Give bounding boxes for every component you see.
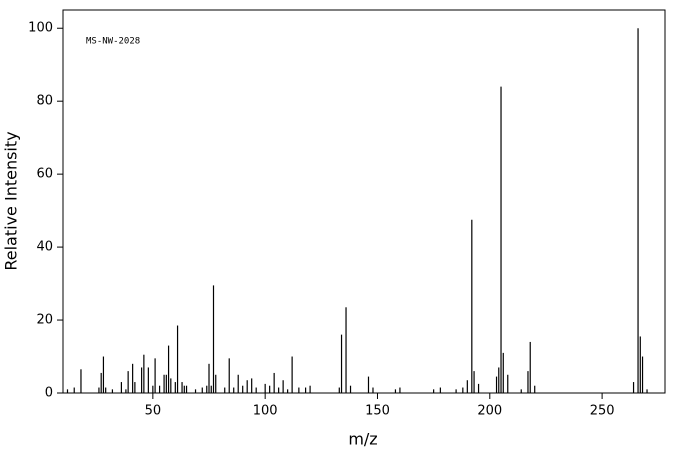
x-tick-label: 50 bbox=[145, 404, 162, 419]
x-tick-label: 150 bbox=[365, 404, 390, 419]
y-tick-label: 20 bbox=[36, 313, 53, 328]
x-axis-label: m/z bbox=[348, 430, 377, 449]
y-axis-label: Relative Intensity bbox=[2, 131, 21, 270]
y-tick-label: 80 bbox=[36, 94, 53, 109]
x-tick-label: 200 bbox=[477, 404, 502, 419]
y-tick-label: 40 bbox=[36, 240, 53, 255]
annotation: MS-NW-2028 bbox=[86, 37, 140, 47]
y-tick-label: 60 bbox=[36, 167, 53, 182]
y-tick-label: 0 bbox=[45, 386, 53, 401]
y-tick-label: 100 bbox=[28, 21, 53, 36]
plot-frame bbox=[62, 9, 666, 394]
x-tick-label: 250 bbox=[590, 404, 615, 419]
x-tick-label: 100 bbox=[253, 404, 278, 419]
